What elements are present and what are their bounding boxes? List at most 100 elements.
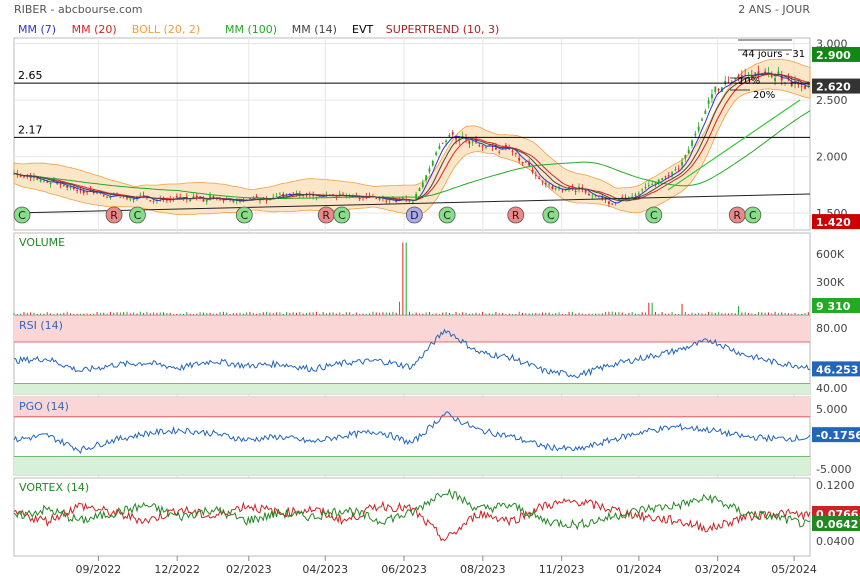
candle-body bbox=[637, 193, 640, 195]
pgo-axis: 5.000 -5.000 -0.1756 bbox=[812, 403, 860, 476]
candle-body bbox=[408, 200, 411, 202]
candle-body bbox=[511, 150, 514, 152]
overbought-zone bbox=[14, 316, 810, 342]
candle-body bbox=[43, 180, 45, 182]
candle-body bbox=[82, 190, 85, 194]
osc-tick: 80.00 bbox=[816, 322, 848, 335]
candle-body bbox=[584, 189, 587, 193]
legend-item: MM (100) bbox=[225, 23, 277, 36]
candle-body bbox=[448, 135, 451, 137]
candle-body bbox=[52, 180, 55, 182]
candle-body bbox=[551, 186, 554, 189]
level-label: 2.65 bbox=[18, 69, 43, 82]
candle-body bbox=[378, 197, 381, 200]
volume-tick: 300K bbox=[816, 276, 845, 289]
vortex-panel-frame bbox=[13, 477, 811, 557]
signal-marker bbox=[105, 206, 123, 224]
vortex-minus-line bbox=[13, 497, 811, 542]
signal-marker bbox=[405, 206, 423, 224]
candle-body bbox=[667, 175, 670, 177]
x-tick-label: 08/2023 bbox=[460, 563, 506, 576]
x-tick-label: 11/2023 bbox=[539, 563, 585, 576]
candle-body bbox=[421, 182, 424, 187]
candle-body bbox=[76, 189, 79, 191]
candle-body bbox=[72, 187, 75, 190]
candle-body bbox=[495, 147, 497, 150]
price-tick: 2.500 bbox=[816, 94, 848, 107]
signal-marker bbox=[744, 206, 762, 224]
signal-letter: R bbox=[512, 209, 520, 222]
x-tick-label: 03/2024 bbox=[695, 563, 741, 576]
vortex-value-badge bbox=[812, 516, 860, 531]
rsi-line bbox=[13, 328, 811, 379]
candle-body bbox=[647, 185, 650, 186]
signal-letter: C bbox=[338, 209, 346, 222]
candle-body bbox=[69, 187, 72, 188]
candle-body bbox=[375, 198, 378, 199]
candle-body bbox=[431, 160, 434, 166]
candle-body bbox=[691, 140, 693, 146]
candle-body bbox=[574, 190, 577, 192]
bollinger-band bbox=[13, 58, 811, 216]
overbought-zone bbox=[14, 397, 810, 417]
candle-body bbox=[139, 194, 142, 196]
signal-letter: C bbox=[749, 209, 757, 222]
candle-body bbox=[418, 188, 421, 191]
candle-body bbox=[591, 195, 594, 197]
indicator-legend: MM (7) MM (20) BOLL (20, 2) MM (100) MM (14)… bbox=[18, 23, 499, 36]
candle-body bbox=[385, 200, 388, 202]
candle-body bbox=[215, 199, 218, 201]
candle-body bbox=[49, 183, 52, 185]
candle-body bbox=[189, 199, 192, 202]
candle-body bbox=[644, 187, 647, 189]
oversold-zone bbox=[14, 456, 810, 475]
candle-body bbox=[531, 170, 534, 173]
signal-letter: R bbox=[733, 209, 741, 222]
candle-body bbox=[631, 196, 634, 198]
candle-body bbox=[780, 75, 783, 81]
candle-body bbox=[664, 176, 667, 178]
vortex-label: VORTEX (14) bbox=[19, 481, 89, 494]
candle-body bbox=[478, 145, 481, 147]
green-trend-line bbox=[667, 99, 801, 191]
candle-body bbox=[794, 81, 796, 84]
candle-body bbox=[338, 193, 341, 195]
candle-body bbox=[730, 81, 733, 83]
candle-body bbox=[734, 78, 737, 80]
candle-body bbox=[654, 182, 657, 184]
candle-body bbox=[192, 196, 195, 198]
pgo-label: PGO (14) bbox=[19, 400, 69, 413]
oversold-zone bbox=[14, 383, 810, 394]
candle-body bbox=[445, 140, 447, 143]
candle-body bbox=[514, 152, 517, 154]
candle-body bbox=[96, 192, 98, 194]
candle-body bbox=[804, 85, 806, 89]
signal-letter: R bbox=[110, 209, 118, 222]
price-value-text: 2.900 bbox=[816, 49, 851, 62]
candle-body bbox=[109, 196, 112, 198]
candle-body bbox=[59, 183, 62, 185]
candle-body bbox=[438, 146, 441, 149]
candle-body bbox=[195, 195, 198, 198]
candle-body bbox=[677, 168, 680, 170]
candle-body bbox=[717, 89, 720, 91]
signal-letter: C bbox=[443, 209, 451, 222]
candle-body bbox=[661, 178, 664, 180]
candle-body bbox=[278, 193, 281, 195]
candle-body bbox=[425, 175, 428, 181]
pgo-bands bbox=[14, 397, 810, 475]
candle-body bbox=[46, 181, 49, 183]
signal-marker bbox=[13, 206, 31, 224]
candle-body bbox=[342, 194, 344, 196]
candle-body bbox=[232, 200, 235, 203]
candle-body bbox=[401, 197, 404, 199]
legend-item: BOLL (20, 2) bbox=[132, 23, 200, 36]
candle-body bbox=[524, 161, 527, 163]
candle-body bbox=[13, 173, 15, 175]
candle-body bbox=[485, 146, 487, 148]
price-value-labels: 2.900 2.620 1.420 bbox=[812, 46, 860, 230]
candle-body bbox=[704, 110, 707, 114]
candle-body bbox=[757, 71, 760, 76]
